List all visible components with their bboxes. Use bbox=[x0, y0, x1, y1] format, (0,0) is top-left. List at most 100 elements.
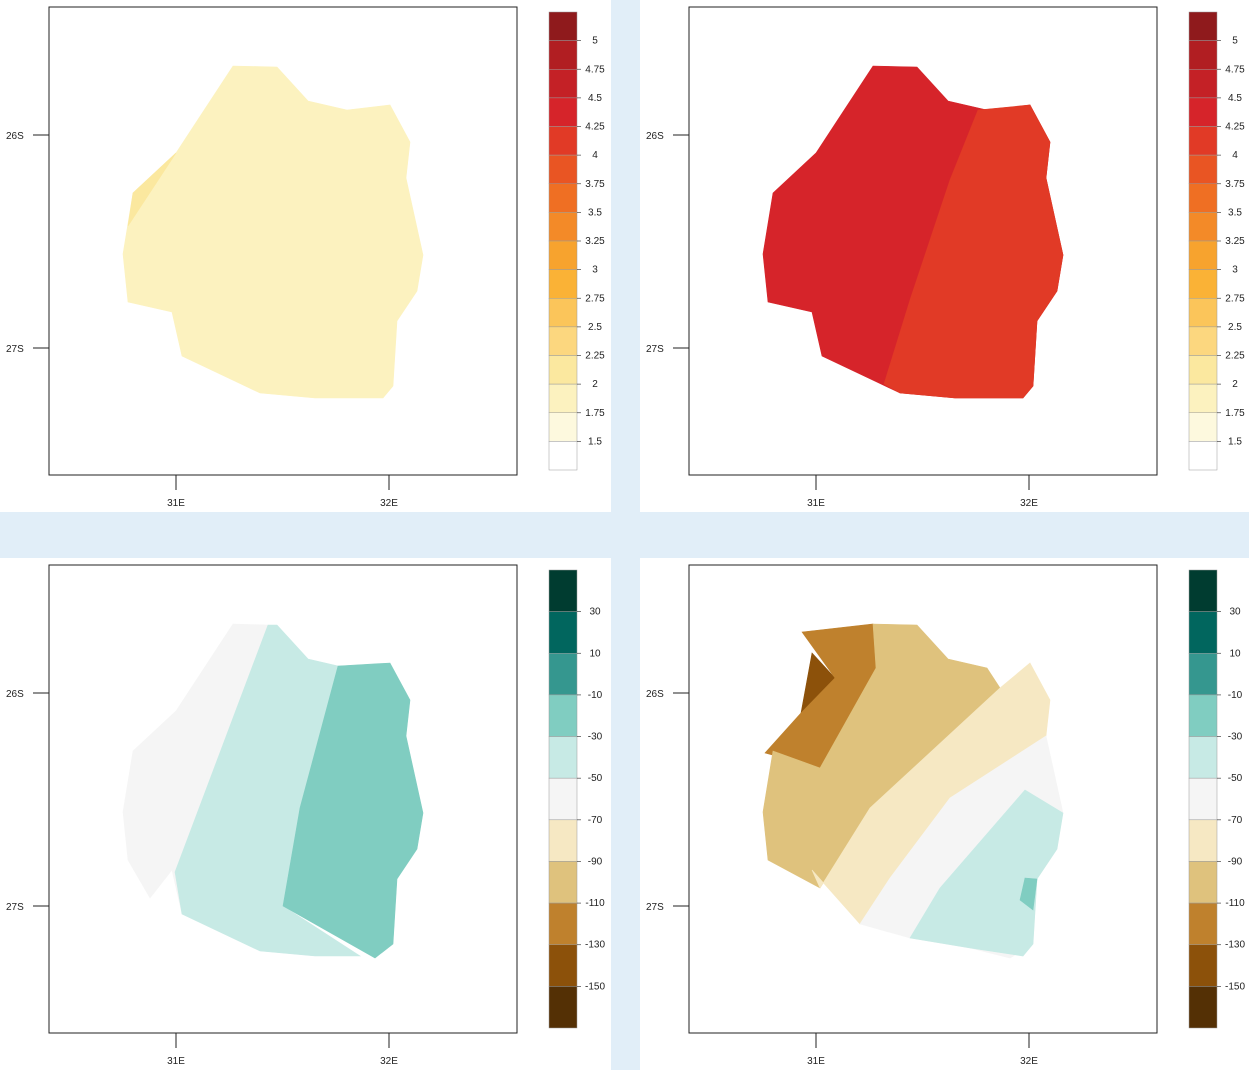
lon-tick-label: 32E bbox=[1020, 498, 1038, 509]
map-region bbox=[127, 152, 177, 227]
lat-tick-label: 26S bbox=[646, 689, 664, 700]
lon-tick-label: 31E bbox=[807, 1056, 825, 1067]
colorbar-swatch bbox=[548, 653, 578, 696]
colorbar-label: 3.25 bbox=[1225, 236, 1245, 247]
colorbar-swatch bbox=[1188, 986, 1218, 1029]
colorbar-label: 4.5 bbox=[1228, 93, 1242, 104]
lat-tick-label: 27S bbox=[646, 902, 664, 913]
map-panel-bottom-right: 26S 27S 31E 32E 30 10 -10 -30 -50 -70 -90 -110 -130 -… bbox=[640, 558, 1249, 1070]
colorbar-label: 3.5 bbox=[588, 207, 602, 218]
colorbar-label: 1.75 bbox=[1225, 408, 1245, 419]
colorbar-label: -90 bbox=[1228, 856, 1243, 867]
colorbar-label: 5 bbox=[592, 36, 598, 47]
map-svg: 26S 27S 31E 32E 5 4.75 4.5 4.25 4 3.75 3.5 3.25 3 2.7… bbox=[646, 6, 1245, 509]
colorbar-swatch bbox=[1188, 11, 1218, 41]
colorbar-label: 4 bbox=[592, 150, 598, 161]
colorbar-swatch bbox=[548, 154, 578, 184]
map-svg: 26S 27S 31E 32E 30 10 -10 -30 -50 -70 -90 -110 -130 -… bbox=[6, 564, 605, 1067]
colorbar-swatch bbox=[548, 861, 578, 904]
colorbar-swatch bbox=[548, 183, 578, 213]
colorbar-label: 4.25 bbox=[1225, 122, 1245, 133]
map-panel-top-right: 26S 27S 31E 32E 5 4.75 4.5 4.25 4 3.75 3.5 3.25 3 2.7… bbox=[640, 0, 1249, 512]
map-svg: 26S 27S 31E 32E 5 4.75 4.5 4.25 4 3.75 3.5 3.25 3 2.7… bbox=[6, 6, 605, 509]
colorbar-swatch bbox=[1188, 777, 1218, 821]
colorbar-swatch bbox=[1188, 819, 1218, 862]
colorbar-swatch bbox=[548, 355, 578, 385]
colorbar-label: 3.25 bbox=[585, 236, 605, 247]
colorbar-label: 1.5 bbox=[588, 436, 602, 447]
lon-tick-label: 32E bbox=[380, 1056, 398, 1067]
colorbar-swatch bbox=[1188, 154, 1218, 184]
colorbar-swatch bbox=[548, 269, 578, 299]
colorbar-label: 2.25 bbox=[585, 351, 605, 362]
colorbar-label: 3.75 bbox=[1225, 179, 1245, 190]
colorbar-swatch bbox=[1188, 383, 1218, 413]
colorbar-swatch bbox=[1188, 569, 1218, 612]
colorbar-label: 30 bbox=[589, 607, 601, 618]
colorbar-label: 3.5 bbox=[1228, 207, 1242, 218]
colorbar-swatch bbox=[1188, 40, 1218, 70]
colorbar-swatch bbox=[548, 126, 578, 156]
colorbar-swatch bbox=[548, 11, 578, 41]
colorbar-label: -10 bbox=[588, 690, 603, 701]
colorbar-swatch bbox=[548, 777, 578, 821]
colorbar-swatch bbox=[548, 944, 578, 987]
colorbar-swatch bbox=[1188, 269, 1218, 299]
colorbar-swatch bbox=[548, 986, 578, 1029]
colorbar-swatch bbox=[548, 326, 578, 356]
lat-tick-label: 26S bbox=[646, 131, 664, 142]
map-region bbox=[174, 624, 362, 957]
colorbar-label: 4.75 bbox=[585, 64, 605, 75]
map-region bbox=[282, 662, 424, 959]
colorbar-label: 4.75 bbox=[1225, 64, 1245, 75]
colorbar-swatch bbox=[1188, 126, 1218, 156]
colorbar-swatch bbox=[548, 240, 578, 270]
colorbar-swatch bbox=[1188, 212, 1218, 242]
colorbar-swatch bbox=[548, 569, 578, 612]
colorbar-label: 2 bbox=[1232, 379, 1238, 390]
lon-tick-label: 31E bbox=[807, 498, 825, 509]
colorbar-swatch bbox=[548, 97, 578, 127]
colorbar-label: 2.25 bbox=[1225, 351, 1245, 362]
colorbar-label: 2 bbox=[592, 379, 598, 390]
colorbar-label: -70 bbox=[588, 815, 603, 826]
colorbar-swatch bbox=[1188, 412, 1218, 442]
colorbar-swatch bbox=[548, 902, 578, 945]
colorbar-swatch bbox=[1188, 97, 1218, 127]
colorbar-swatch bbox=[548, 69, 578, 99]
colorbar-swatch bbox=[548, 611, 578, 654]
lon-tick-label: 32E bbox=[380, 498, 398, 509]
colorbar-swatch bbox=[1188, 653, 1218, 696]
map-region bbox=[883, 104, 1064, 399]
lat-tick-label: 26S bbox=[6, 131, 24, 142]
lat-tick-label: 27S bbox=[6, 902, 24, 913]
colorbar-label: 10 bbox=[1229, 648, 1241, 659]
map-region bbox=[909, 789, 1064, 957]
colorbar-label: -10 bbox=[1228, 690, 1243, 701]
lon-tick-label: 31E bbox=[167, 498, 185, 509]
colorbar-swatch bbox=[548, 694, 578, 737]
colorbar-label: -90 bbox=[588, 856, 603, 867]
colorbar-swatch bbox=[548, 736, 578, 779]
colorbar-label: 2.5 bbox=[588, 322, 602, 333]
colorbar-swatch bbox=[1188, 736, 1218, 779]
colorbar-label: -50 bbox=[588, 773, 603, 784]
colorbar-swatch bbox=[548, 40, 578, 70]
colorbar-label: 5 bbox=[1232, 36, 1238, 47]
map-region bbox=[1019, 877, 1038, 911]
colorbar-swatch bbox=[548, 412, 578, 442]
colorbar-label: -30 bbox=[1228, 732, 1243, 743]
colorbar-label: 10 bbox=[589, 648, 601, 659]
colorbar-swatch bbox=[1188, 240, 1218, 270]
colorbar-label: 30 bbox=[1229, 607, 1241, 618]
colorbar-label: -110 bbox=[585, 898, 605, 909]
map-region bbox=[122, 65, 424, 399]
colorbar-label: 3.75 bbox=[585, 179, 605, 190]
colorbar-swatch bbox=[1188, 441, 1218, 471]
colorbar-label: -150 bbox=[1225, 981, 1245, 992]
lat-tick-label: 26S bbox=[6, 689, 24, 700]
colorbar-swatch bbox=[1188, 326, 1218, 356]
colorbar-swatch bbox=[1188, 944, 1218, 987]
colorbar-label: -70 bbox=[1228, 815, 1243, 826]
colorbar-swatch bbox=[1188, 861, 1218, 904]
